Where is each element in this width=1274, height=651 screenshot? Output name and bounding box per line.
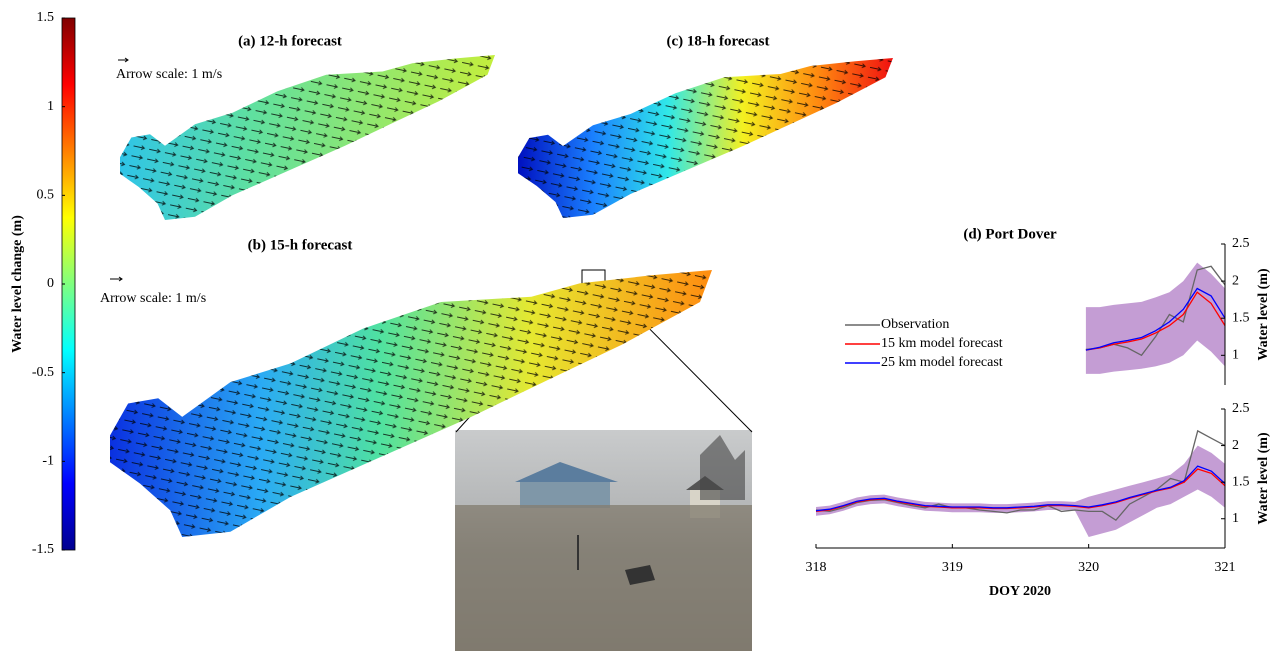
current-arrows [120,55,495,220]
chart-title: (d) Port Dover [963,226,1057,242]
photo-inset [455,430,752,651]
x-tick-label: 318 [806,560,827,575]
y-tick-label: 2 [1232,438,1239,453]
y-tick-label: 1.5 [1232,474,1250,489]
colorbar-tick-label: -1.5 [32,542,54,557]
colorbar-tick-label: 0.5 [37,188,55,203]
y-tick-label: 2.5 [1232,236,1250,251]
arrow-scale-label: Arrow scale: 1 m/s [116,67,222,82]
x-tick-label: 319 [942,560,963,575]
series-line [815,465,1226,512]
legend-label: Observation [881,317,949,332]
arrow-scale-label: Arrow scale: 1 m/s [100,291,206,306]
x-tick-label: 320 [1078,560,1099,575]
series-line [1085,291,1226,351]
y-tick-label: 1 [1232,348,1239,363]
y-tick-label: 2 [1232,273,1239,288]
scale-arrow [110,276,123,282]
legend-label: 25 km model forecast [881,355,1003,370]
y-tick-label: 1 [1232,511,1239,526]
colorbar-tick-label: 1.5 [37,10,55,25]
series-line [1085,287,1226,351]
legend-label: 15 km model forecast [881,336,1003,351]
colorbar-label: Water level change (m) [10,215,25,353]
x-axis-label: DOY 2020 [989,584,1051,599]
map-title: (a) 12-h forecast [238,33,342,49]
colorbar-tick-label: 0 [47,276,54,291]
current-arrows [518,58,893,218]
series-line [815,468,1226,513]
current-arrows [110,270,712,537]
map-title: (b) 15-h forecast [248,237,353,253]
colorbar-tick-label: 1 [47,99,54,114]
y-axis-label: Water level (m) [1256,268,1271,361]
forecast-band [816,445,1225,537]
x-tick-label: 321 [1215,560,1236,575]
colorbar-tick-label: -0.5 [32,365,54,380]
forecast-band [1085,262,1225,374]
y-tick-label: 2.5 [1232,401,1250,416]
series-line [815,429,1226,522]
y-tick-label: 1.5 [1232,310,1250,325]
map-title: (c) 18-h forecast [666,33,769,49]
y-axis-label: Water level (m) [1256,432,1271,525]
scale-arrow [118,57,129,63]
colorbar-tick-label: -1 [42,454,54,469]
